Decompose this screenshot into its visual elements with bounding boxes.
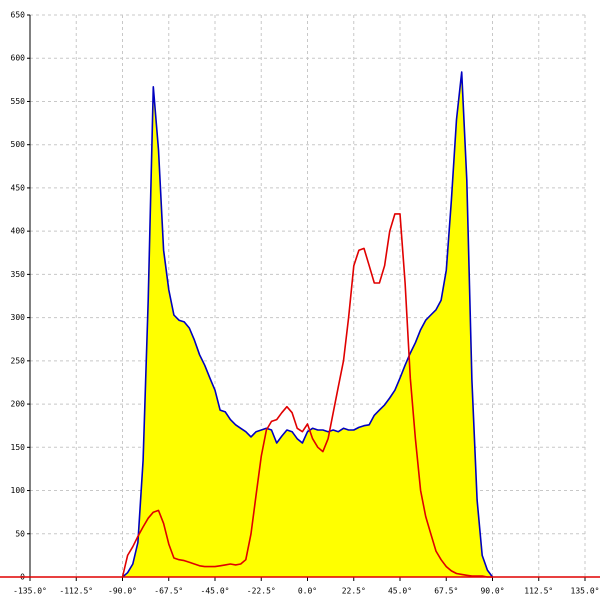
x-tick-label: -112.5°	[59, 587, 93, 596]
x-tick-label: 135.0°	[571, 587, 600, 596]
x-tick-label: -135.0°	[13, 587, 47, 596]
y-tick-label: 200	[11, 400, 26, 409]
x-tick-label: -67.5°	[154, 587, 183, 596]
y-tick-label: 100	[11, 486, 26, 495]
y-tick-label: 600	[11, 54, 26, 63]
series-line	[121, 213, 493, 578]
x-tick-label: -45.0°	[201, 587, 230, 596]
x-tick-label: 90.0°	[480, 587, 504, 596]
y-tick-label: 500	[11, 140, 26, 149]
x-tick-label: 0.0°	[298, 587, 317, 596]
x-tick-label: 22.5°	[342, 587, 366, 596]
y-tick-label: 250	[11, 356, 26, 365]
y-tick-label: 300	[11, 313, 26, 322]
y-tick-label: 350	[11, 270, 26, 279]
x-tick-label: -22.5°	[247, 587, 276, 596]
y-tick-label: 400	[11, 227, 26, 236]
y-tick-label: 450	[11, 183, 26, 192]
x-tick-label: 45.0°	[388, 587, 412, 596]
y-tick-label: 50	[15, 529, 25, 538]
x-tick-label: 112.5°	[524, 587, 553, 596]
series-line	[121, 71, 494, 578]
x-tick-label: -90.0°	[108, 587, 137, 596]
x-tick-label: 67.5°	[434, 587, 458, 596]
y-tick-label: 150	[11, 443, 26, 452]
y-tick-label: 550	[11, 97, 26, 106]
y-tick-label: 650	[11, 11, 26, 20]
area-fill	[122, 72, 493, 577]
